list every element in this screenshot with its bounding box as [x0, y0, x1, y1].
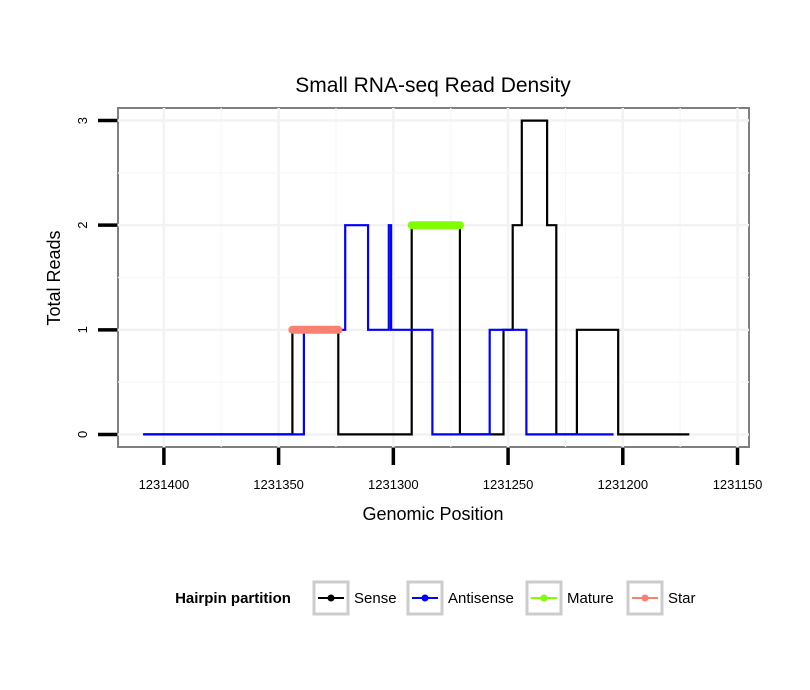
x-axis: 1231400 1231350 1231300 1231250 1231200 12311…: [139, 448, 763, 492]
x-tick-label: 1231400: [139, 477, 190, 492]
legend-label-mature: Mature: [567, 590, 614, 607]
y-axis: 0 1 2 3: [75, 117, 117, 438]
plot-panel: [117, 107, 750, 448]
y-axis-title: Total Reads: [44, 230, 64, 325]
legend-key-point-star: [641, 594, 649, 602]
y-tick-label: 2: [75, 222, 90, 229]
legend-key-point-mature: [540, 594, 548, 602]
legend: Hairpin partition Sense Antisense Mature St…: [175, 580, 696, 616]
y-tick-label: 1: [75, 326, 90, 333]
x-tick-label: 1231350: [253, 477, 304, 492]
y-tick-label: 3: [75, 117, 90, 124]
x-tick-label: 1231250: [483, 477, 534, 492]
grid-lines: [118, 108, 749, 447]
legend-key-point-antisense: [421, 594, 429, 602]
legend-title: Hairpin partition: [175, 590, 291, 607]
y-tick-label: 0: [75, 431, 90, 438]
x-tick-label: 1231150: [713, 477, 763, 492]
series-layer: [143, 119, 690, 436]
x-tick-label: 1231200: [597, 477, 648, 492]
legend-key-point-sense: [327, 594, 335, 602]
legend-label-star: Star: [668, 590, 696, 607]
x-axis-title: Genomic Position: [362, 504, 503, 524]
legend-label-antisense: Antisense: [448, 590, 514, 607]
legend-label-sense: Sense: [354, 590, 397, 607]
chart-title: Small RNA-seq Read Density: [295, 74, 571, 97]
x-tick-label: 1231300: [368, 477, 419, 492]
